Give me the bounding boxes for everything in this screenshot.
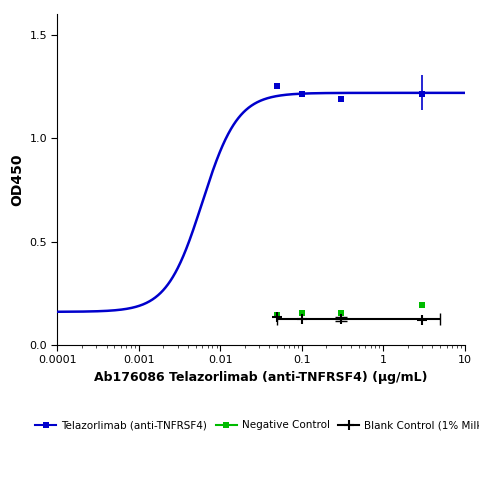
Point [298, 315, 306, 323]
Point [337, 315, 344, 323]
Point [337, 95, 344, 103]
X-axis label: Ab176086 Telazorlimab (anti-TNFRSF4) (μg/mL): Ab176086 Telazorlimab (anti-TNFRSF4) (μg… [94, 371, 428, 384]
Point [298, 90, 306, 98]
Point [274, 82, 281, 90]
Legend: Telazorlimab (anti-TNFRSF4), Negative Control, Blank Control (1% Milk): Telazorlimab (anti-TNFRSF4), Negative Co… [31, 416, 479, 434]
Point [274, 313, 281, 321]
Point [418, 316, 426, 324]
Y-axis label: OD450: OD450 [10, 153, 24, 206]
